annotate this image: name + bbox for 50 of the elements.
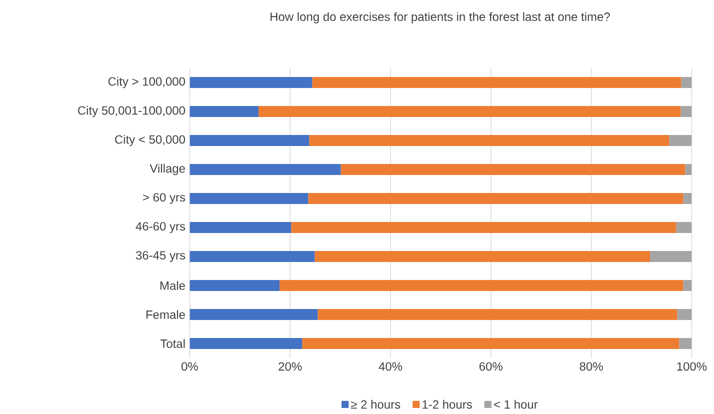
bar bbox=[679, 338, 692, 349]
y-tick-label: City < 50,000 bbox=[115, 134, 186, 146]
bar bbox=[190, 106, 258, 117]
bar bbox=[676, 222, 692, 233]
bar bbox=[683, 280, 692, 291]
y-tick-label: Male bbox=[160, 280, 185, 290]
bar bbox=[190, 280, 280, 291]
bar bbox=[314, 250, 650, 262]
bar bbox=[669, 134, 692, 146]
chart-title: How long do exercises for patients in the forest last at one time? bbox=[270, 12, 610, 24]
bar bbox=[190, 76, 312, 88]
bar bbox=[291, 222, 676, 233]
bar bbox=[190, 164, 341, 175]
y-tick-label: > 60 yrs bbox=[143, 192, 186, 204]
bar bbox=[302, 338, 680, 349]
bar bbox=[258, 106, 681, 117]
y-tick-label: City 50,001-100,000 bbox=[78, 106, 186, 117]
legend-label: 1-2 hours bbox=[422, 400, 472, 409]
bar bbox=[190, 192, 308, 204]
bar bbox=[318, 308, 678, 320]
bar bbox=[190, 134, 310, 146]
y-tick-label: Total bbox=[160, 338, 185, 348]
bar bbox=[340, 164, 686, 175]
bar bbox=[312, 76, 682, 88]
bar bbox=[685, 164, 692, 175]
bar bbox=[683, 192, 692, 204]
x-tick-label: 80% bbox=[580, 362, 603, 370]
x-tick-label: 40% bbox=[378, 362, 402, 370]
x-tick-label: 100% bbox=[677, 362, 707, 370]
bar bbox=[190, 308, 318, 320]
x-tick-label: 60% bbox=[480, 362, 502, 370]
y-tick-label: 46-60 yrs bbox=[136, 222, 186, 233]
bar bbox=[681, 76, 692, 88]
y-tick-label: Female bbox=[146, 310, 185, 319]
bar bbox=[677, 308, 692, 320]
legend-label: ≥ 2 hours bbox=[351, 400, 400, 409]
bar bbox=[650, 250, 692, 262]
y-tick-label: Village bbox=[150, 164, 185, 175]
bar bbox=[190, 250, 315, 262]
bar bbox=[280, 280, 684, 291]
bar bbox=[190, 222, 292, 233]
y-tick-label: City > 100,000 bbox=[108, 76, 186, 88]
x-tick-label: 20% bbox=[278, 362, 302, 370]
y-tick-label: 36-45 yrs bbox=[136, 250, 186, 262]
x-tick-label: 0% bbox=[182, 362, 198, 370]
bar bbox=[309, 134, 670, 146]
bar bbox=[308, 192, 684, 204]
legend-label: < 1 hour bbox=[494, 400, 538, 409]
bar bbox=[190, 338, 302, 349]
bar bbox=[680, 106, 692, 117]
